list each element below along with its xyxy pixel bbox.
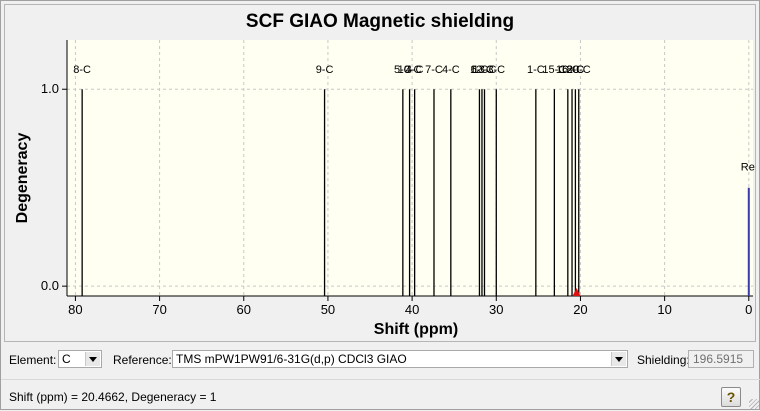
shielding-field: 196.5915 bbox=[688, 350, 754, 368]
reference-value: TMS mPW1PW91/6-31G(d,p) CDCl3 GIAO bbox=[176, 352, 407, 366]
element-value: C bbox=[62, 352, 71, 366]
spectrum-plot[interactable]: 80 70 60 50 40 30 20 10 0 0.0 1.0 Shift (ppm) Degene… bbox=[5, 5, 757, 343]
y-tick-label: 0.0 bbox=[41, 278, 59, 293]
help-icon: ? bbox=[726, 389, 736, 405]
selection-marker bbox=[572, 288, 581, 296]
peak-label: 6-C bbox=[471, 64, 489, 76]
peak-label: 2-C bbox=[567, 64, 585, 76]
x-tick-label: 10 bbox=[657, 302, 671, 317]
status-text: Shift (ppm) = 20.4662, Degeneracy = 1 bbox=[9, 390, 217, 404]
peak-label: 10-C bbox=[398, 64, 422, 76]
peak-label: 18-C bbox=[560, 64, 584, 76]
peak-label: 9-C bbox=[316, 64, 334, 76]
chart-title: SCF GIAO Magnetic shielding bbox=[245, 11, 515, 32]
peak-label: 4-C bbox=[442, 64, 460, 76]
help-button[interactable]: ? bbox=[721, 387, 741, 407]
element-label: Element: bbox=[9, 353, 57, 367]
peak-label: 3-C bbox=[487, 64, 505, 76]
reference-label: Reference: bbox=[113, 353, 172, 367]
peak-label: 8-C bbox=[73, 64, 91, 76]
x-tick-label: 80 bbox=[68, 302, 82, 317]
x-tick-label: 40 bbox=[405, 302, 419, 317]
x-tick-label: 60 bbox=[237, 302, 251, 317]
chevron-down-icon[interactable] bbox=[611, 352, 626, 366]
peak-label: 1-C bbox=[527, 64, 545, 76]
resize-grip[interactable] bbox=[749, 399, 759, 409]
chart-panel[interactable]: SCF GIAO Magnetic shielding 80 70 60 50 40 30… bbox=[4, 4, 756, 342]
x-tick-label: 20 bbox=[573, 302, 587, 317]
peak-label: 4-C bbox=[406, 64, 424, 76]
controls-bar: Element: C Reference: TMS mPW1PW91/6-31G… bbox=[1, 345, 760, 373]
chevron-down-icon[interactable] bbox=[85, 352, 100, 366]
peak-label: 5-C bbox=[394, 64, 412, 76]
y-tick-label: 1.0 bbox=[41, 81, 59, 96]
x-axis-label: Shift (ppm) bbox=[374, 321, 458, 338]
x-tick-label: 0 bbox=[745, 302, 752, 317]
status-bar: Shift (ppm) = 20.4662, Degeneracy = 1 ? bbox=[1, 379, 760, 411]
x-tick-label: 30 bbox=[489, 302, 503, 317]
element-select[interactable]: C bbox=[58, 350, 102, 368]
peak-label: 16-C bbox=[556, 64, 580, 76]
reference-select[interactable]: TMS mPW1PW91/6-31G(d,p) CDCl3 GIAO bbox=[172, 350, 628, 368]
peak-label: 15-C bbox=[542, 64, 566, 76]
peak-label: 12-C bbox=[470, 64, 494, 76]
peak-label: 20-C bbox=[567, 64, 591, 76]
x-tick-label: 50 bbox=[321, 302, 335, 317]
reference-label: Re bbox=[741, 162, 755, 174]
peak-label: 7-C bbox=[425, 64, 443, 76]
x-tick-label: 70 bbox=[152, 302, 166, 317]
shielding-label: Shielding: bbox=[637, 353, 690, 367]
peak-label: 13-C bbox=[473, 64, 497, 76]
y-axis-label: Degeneracy bbox=[14, 133, 31, 224]
